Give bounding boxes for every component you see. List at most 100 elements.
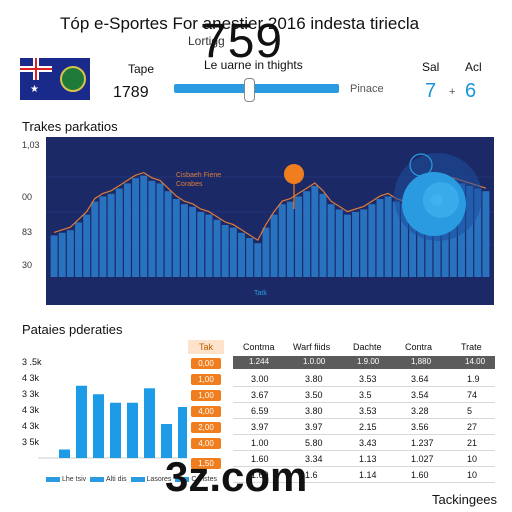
area-bar — [156, 183, 164, 277]
table-cell: 1.6 — [305, 470, 318, 480]
area-bar — [75, 222, 82, 277]
table-subheader: 1.9.00 — [357, 357, 380, 366]
marker-pin — [284, 164, 304, 184]
area-bar — [392, 201, 400, 277]
area-bar — [58, 232, 66, 277]
chart-annotation: Corabes — [176, 181, 203, 188]
table-cell: 1.00 — [251, 438, 269, 448]
area-bar — [360, 209, 368, 277]
table-cell: 3.34 — [305, 454, 323, 464]
table-cell: 3.53 — [359, 374, 377, 384]
page-title: Tóp e-Sportes For anestier 2016 indesta … — [60, 14, 420, 33]
area-chart: Cisbaeh Fiene Corabes Tatk — [46, 153, 494, 297]
area-bar — [221, 225, 229, 277]
table-cell: 3.97 — [251, 422, 269, 432]
area-bar — [278, 204, 286, 277]
area-bar — [319, 193, 327, 277]
page-subtitle: Lortigg — [188, 34, 225, 48]
table-subheader: 1.244 — [249, 357, 270, 366]
table-cell: 3.28 — [411, 406, 429, 416]
area-bar — [189, 206, 197, 277]
bar — [76, 385, 87, 458]
area-chart-panel: Cisbaeh Fiene Corabes Tatk — [46, 137, 494, 305]
table-cell: 3.50 — [305, 390, 323, 400]
x-axis-label: Tatk — [254, 290, 267, 297]
small-dot — [431, 194, 443, 206]
table-cell: 3.56 — [411, 422, 429, 432]
area-bar — [376, 199, 384, 277]
tape-value: 1789 — [113, 84, 149, 101]
table-cell: 74 — [467, 390, 478, 400]
area-bar — [164, 191, 172, 277]
area-bar — [384, 196, 392, 277]
area-bar — [115, 188, 123, 277]
orange-column: Tak 0,00 1,00 1,00 4,00 2,00 4,00 1,50 — [188, 340, 224, 480]
table-cell: 21 — [467, 438, 478, 448]
table-subheader: 1.0.00 — [303, 357, 326, 366]
slider-thumb[interactable] — [244, 78, 256, 102]
table-cell: 5 — [467, 406, 473, 416]
orange-column-header: Tak — [188, 340, 224, 354]
bar — [110, 402, 121, 458]
table-header: Warf fiids — [293, 342, 331, 352]
legend-item: Alti dis — [106, 476, 127, 483]
area-bar — [327, 204, 335, 277]
bar-y-label: 4 3k — [22, 405, 40, 415]
table-header: Dachte — [353, 342, 382, 352]
bar — [144, 388, 155, 458]
bar — [161, 424, 172, 458]
bar-chart — [38, 385, 187, 459]
table-cell: 1.60 — [251, 470, 269, 480]
table-cell: 1.14 — [359, 470, 377, 480]
sal-label: Sal — [422, 60, 440, 74]
area-bar — [50, 235, 58, 277]
area-bar — [368, 204, 376, 277]
area-bar — [295, 196, 302, 277]
table-header: Trate — [461, 342, 482, 352]
legend-item: Lhe tsiv — [62, 476, 87, 483]
area-bar — [238, 232, 245, 277]
orange-cell: 4,00 — [191, 438, 221, 449]
row-divider — [233, 434, 495, 435]
sal-value: 7 — [425, 80, 437, 102]
bar-y-label: 3 3k — [22, 389, 40, 399]
bar-y-label: 3 5k — [22, 437, 40, 447]
slider-track[interactable] — [174, 84, 339, 93]
table-cell: 3.67 — [251, 390, 269, 400]
table-cell: 3.80 — [305, 374, 323, 384]
bar-y-label: 4 3k — [22, 421, 40, 431]
slider-label: Le uarne in thights — [204, 58, 303, 72]
area-bar — [213, 219, 221, 277]
area-bar — [270, 214, 278, 277]
bar — [93, 394, 104, 458]
area-bar — [205, 214, 213, 277]
legend-item: Lasores — [146, 476, 172, 483]
area-bar — [132, 178, 140, 277]
table-cell: 3.97 — [305, 422, 323, 432]
orange-cell: 0,00 — [191, 358, 221, 369]
table-cell: 5.80 — [305, 438, 323, 448]
row-divider — [233, 450, 495, 451]
area-bar — [140, 175, 148, 277]
y-tick-label: 1,03 — [22, 140, 40, 150]
area-bar — [466, 186, 474, 277]
flag-icon: ★ — [20, 58, 90, 100]
table-cell: 3.54 — [411, 390, 429, 400]
y-tick-label: 00 — [22, 192, 33, 202]
table-subheader: 14.00 — [465, 357, 486, 366]
area-bar — [409, 199, 417, 277]
table-cell: 3.64 — [411, 374, 429, 384]
table-cell: 27 — [467, 422, 478, 432]
act-value: 6 — [465, 80, 477, 102]
table-cell: 10 — [467, 470, 478, 480]
bar — [127, 402, 138, 458]
placeholder-label: Pinace — [350, 83, 384, 95]
bar-y-label: 4 3k — [22, 373, 40, 383]
chart-annotation: Cisbaeh Fiene — [176, 172, 221, 179]
bar — [59, 449, 70, 458]
table-cell: 1.60 — [411, 470, 429, 480]
y-tick-label: 83 — [22, 227, 33, 237]
table-subheader-bar — [233, 356, 495, 369]
footer-label: Tackingees — [432, 492, 498, 507]
y-tick-label: 30 — [22, 260, 33, 270]
